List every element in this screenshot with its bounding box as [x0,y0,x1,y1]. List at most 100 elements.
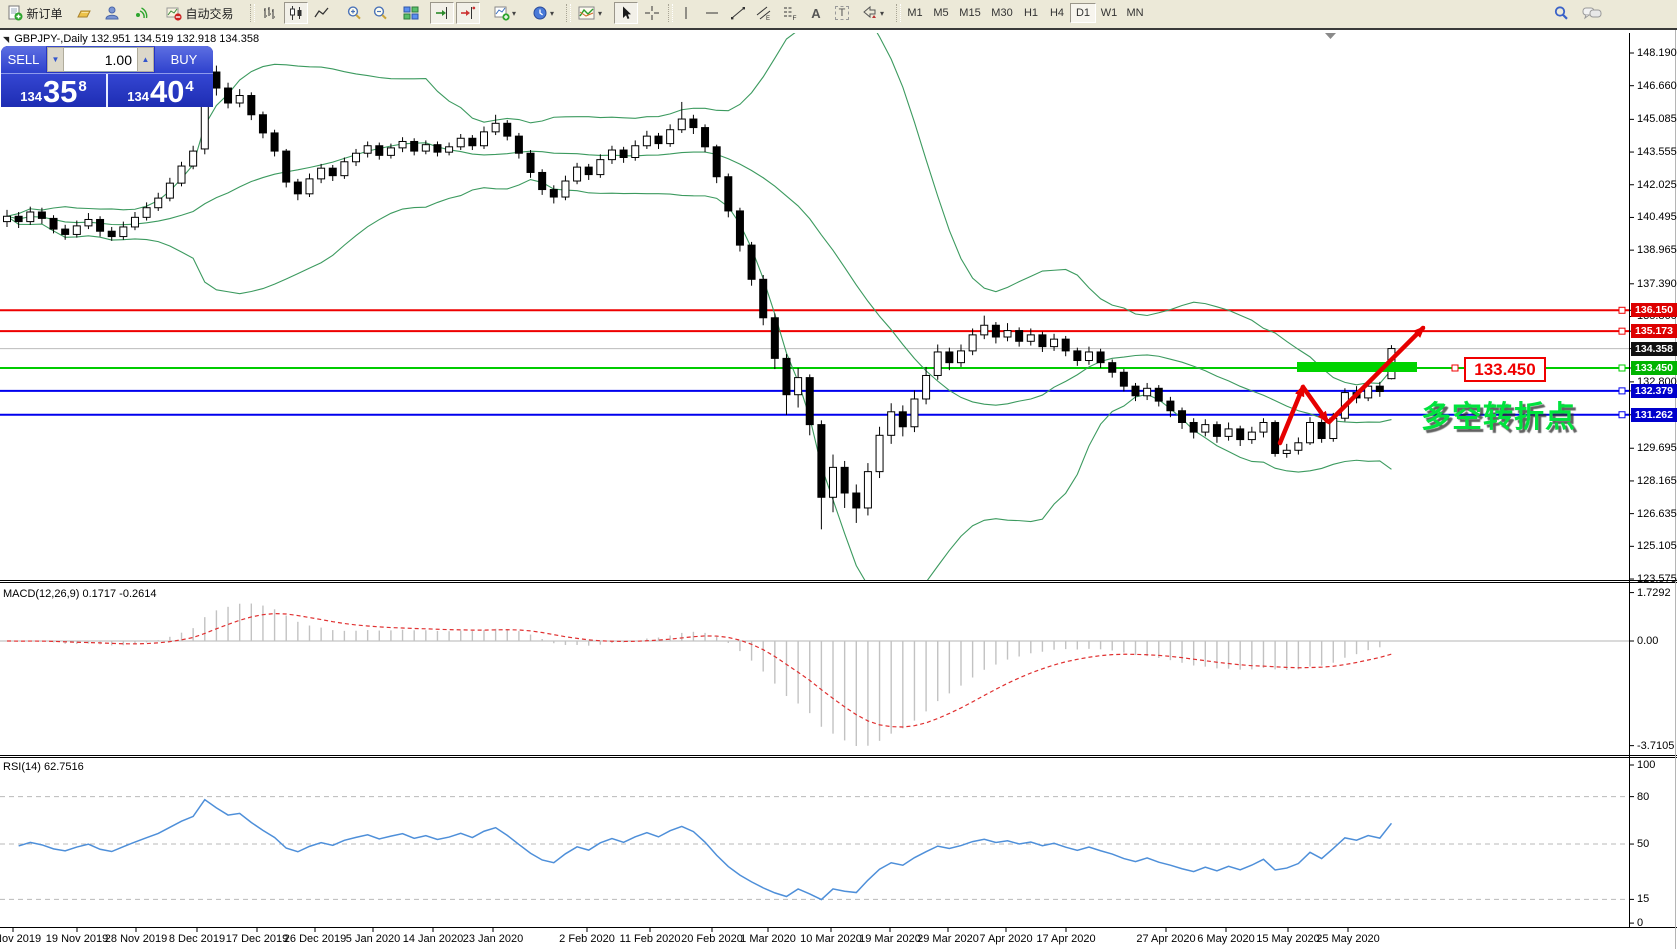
hline-anchor[interactable] [1618,411,1626,419]
timeframe-W1[interactable]: W1 [1100,7,1118,19]
date-label: 8 Nov 2019 [0,933,42,945]
channel-icon: E [756,6,771,21]
price-tag-135.173: 135.173 [1631,324,1677,339]
candlestick-chart-button[interactable] [284,2,308,24]
macd-pane[interactable] [0,603,1629,746]
hline-anchor[interactable] [1618,387,1626,395]
rsi-pane[interactable] [0,796,1629,901]
zoom-in-button[interactable] [342,2,366,24]
line-chart-icon [314,7,329,18]
buy-price[interactable]: 134 40 4 [108,74,213,107]
date-label: 2 Feb 2020 [559,933,615,945]
support-highlight-bar[interactable] [1297,362,1417,372]
bollinger-upper [6,33,1392,386]
toolbar-grip [566,4,571,22]
date-label: 11 Feb 2020 [619,933,681,945]
toolbar-grip [668,4,673,22]
fibonacci-tool[interactable]: F [778,2,802,24]
hline-anchor[interactable] [1618,364,1626,372]
fibonacci-icon: F [784,7,797,21]
price-tag-132.379: 132.379 [1631,383,1677,398]
bar-chart-button[interactable] [258,2,282,24]
macd-tick--3.7105: -3.7105 [1637,739,1675,752]
macd-tick-1.7292: 1.7292 [1637,586,1671,599]
new-chart-icon [494,6,510,21]
text-tool[interactable]: A [804,2,828,24]
shapes-tool[interactable]: ▾ [856,2,890,24]
community-button[interactable] [100,2,124,24]
date-label: 17 Apr 2020 [1036,933,1096,945]
rsi-tick-15: 15 [1637,893,1650,906]
hline-anchor[interactable] [1618,327,1626,335]
profiles-button[interactable]: ▾ [526,2,560,24]
bar-chart-icon [264,7,275,19]
trend-arrow-3[interactable] [1326,325,1426,425]
timeframe-M1[interactable]: M1 [907,7,923,19]
price-tag-136.150: 136.150 [1631,303,1677,318]
price-box-anchor[interactable] [1451,364,1459,372]
vertical-line-tool[interactable] [674,2,698,24]
date-label: 15 May 2020 [1256,933,1320,945]
timeframe-M15[interactable]: M15 [959,7,981,19]
zoom-out-button[interactable] [368,2,392,24]
tile-windows-button[interactable] [398,2,424,24]
sell-button[interactable]: SELL [1,46,46,73]
date-label: 17 Dec 2019 [225,933,289,945]
hline-anchor[interactable] [1618,306,1626,314]
lot-stepper: ▼ 1.00 ▲ [47,47,154,72]
new-chart-button[interactable]: ▾ [488,2,522,24]
candlestick-icon [290,6,302,20]
crosshair-tool-button[interactable] [640,2,664,24]
channel-tool[interactable]: E [752,2,776,24]
price-tick-140.495: 140.495 [1637,211,1677,224]
search-button[interactable] [1549,2,1573,24]
cursor-icon [623,6,631,19]
timeframe-H1[interactable]: H1 [1023,7,1039,19]
market-button[interactable] [72,2,96,24]
chat-button[interactable] [1578,2,1606,24]
one-click-trading-panel: SELL ▼ 1.00 ▲ BUY 134 35 8 134 40 [1,46,213,107]
horizontal-line-tool[interactable] [700,2,724,24]
fibo-letter: F [793,15,797,21]
chart-shift-marker[interactable] [1325,33,1336,39]
timeframe-M5[interactable]: M5 [933,7,949,19]
text-tool-icon: A [811,5,821,21]
cursor-tool-button[interactable] [614,2,638,24]
ohlc-values: 132.951 134.519 132.918 134.358 [90,33,260,45]
date-label: 19 Mar 2020 [859,933,921,945]
autotrading-label: 自动交易 [185,6,234,21]
auto-scroll-button[interactable] [430,2,454,24]
date-label: 6 May 2020 [1197,933,1255,945]
buy-button[interactable]: BUY [155,46,213,73]
lot-increase-button[interactable]: ▲ [137,47,154,72]
candles-layer [3,57,1396,530]
text-label-tool[interactable]: T [830,2,854,24]
price-pane[interactable] [0,30,1629,602]
chart-shift-button[interactable] [456,2,480,24]
trendline-tool[interactable] [726,2,750,24]
signals-button[interactable] [128,2,152,24]
lot-decrease-button[interactable]: ▼ [47,47,64,72]
trend-arrow-1[interactable] [1277,384,1306,446]
tile-windows-icon [403,6,419,20]
timeframe-H4[interactable]: H4 [1049,7,1065,19]
sell-price[interactable]: 134 35 8 [1,74,106,107]
new-order-button[interactable]: 新订单 [2,2,68,24]
turning-point-note[interactable]: 多空转折点 [1421,401,1576,434]
auto-scroll-icon [436,7,447,19]
indicators-button[interactable]: ▾ [572,2,608,24]
line-chart-button[interactable] [310,2,334,24]
timeframe-bar: M1 M5 M15 M30 H1 H4 D1 W1 MN [902,3,1148,23]
timeframe-D1[interactable]: D1 [1070,3,1096,23]
rsi-line [18,798,1393,901]
timeframe-MN[interactable]: MN [1126,7,1144,19]
timeframe-M30[interactable]: M30 [991,7,1013,19]
price-annotation-box[interactable]: 133.450 [1464,357,1546,382]
horizontal-line-icon [706,12,718,14]
window-right-border [1675,30,1676,949]
chart-window: ◥ GBPJPY-,Daily 132.951 134.519 132.918 … [0,28,1677,949]
lot-size-field[interactable]: 1.00 [64,47,137,72]
chart-canvas[interactable] [0,30,1677,949]
autotrading-button[interactable]: 自动交易 [156,2,244,24]
trend-arrow-2[interactable] [1300,384,1330,424]
